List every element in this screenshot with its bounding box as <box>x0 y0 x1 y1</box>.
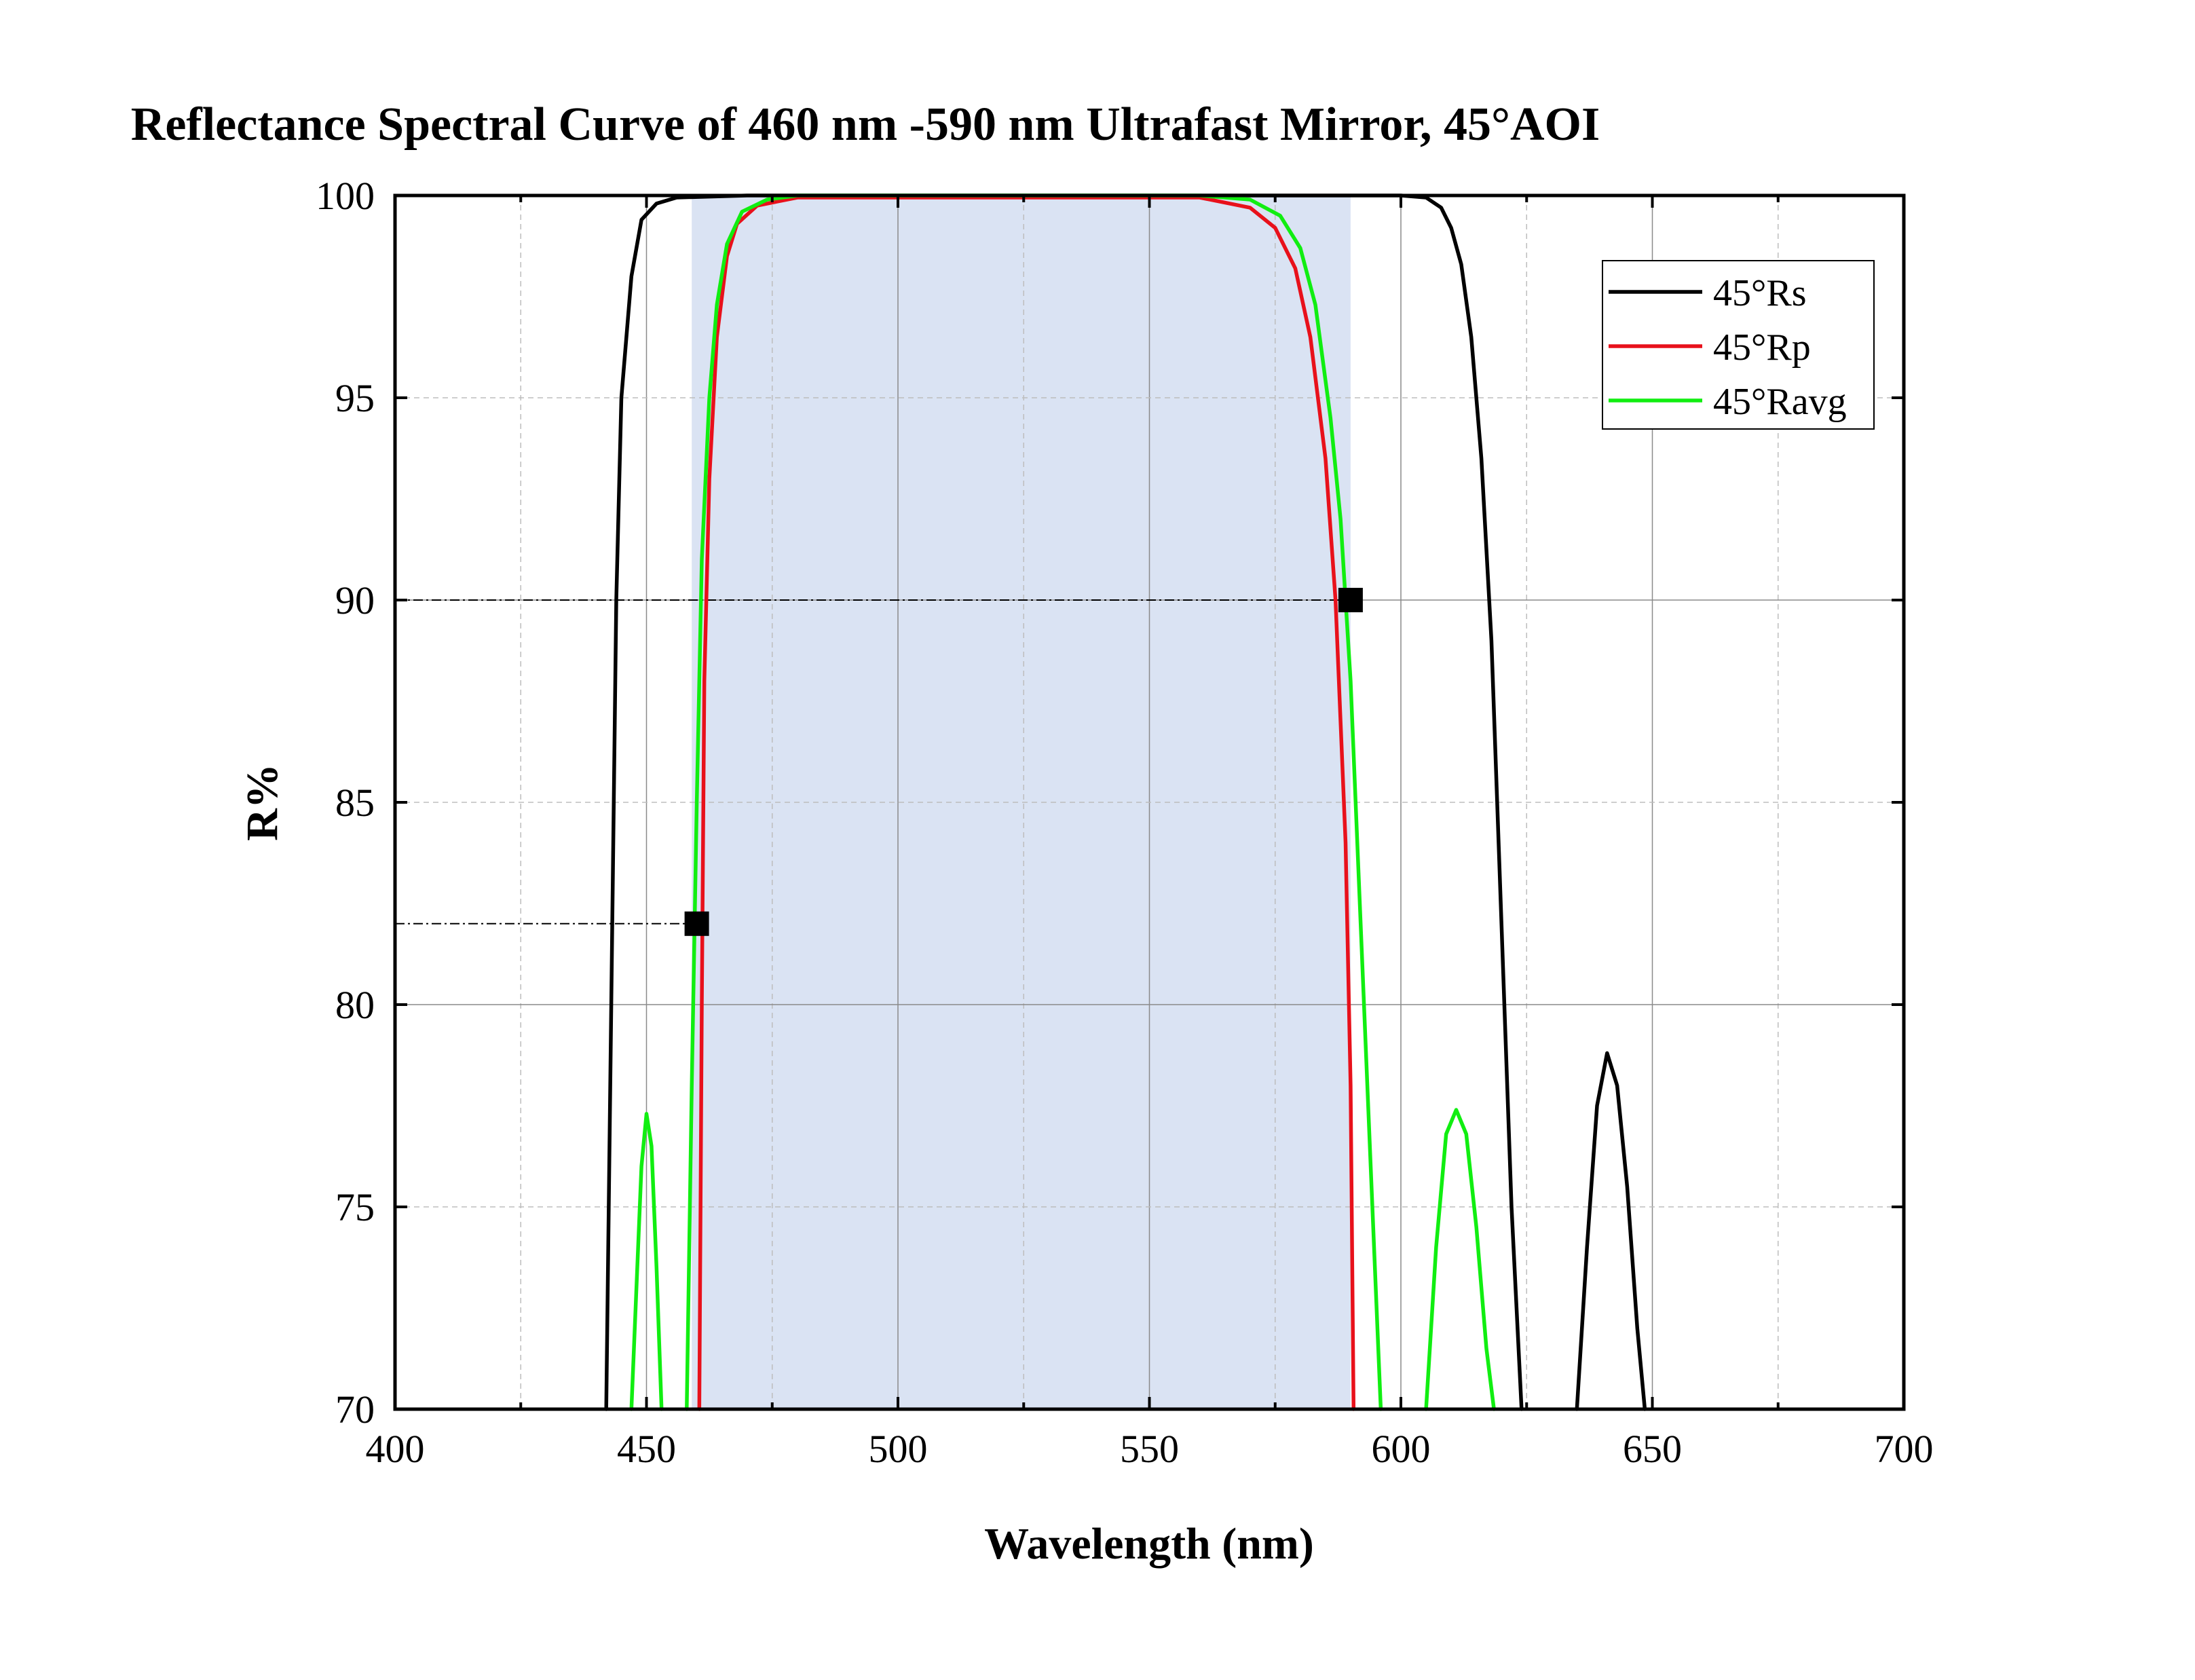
y-axis-label: R% <box>238 764 287 841</box>
axis-ticks <box>394 194 1905 1411</box>
y-tick-label: 80 <box>335 983 375 1027</box>
x-tick-label: 450 <box>617 1427 676 1471</box>
x-tick-label: 700 <box>1875 1427 1934 1471</box>
y-tick-label: 70 <box>335 1387 375 1432</box>
legend-label: 45°Rs <box>1713 272 1807 314</box>
marker-layer <box>684 588 1363 936</box>
data-marker <box>684 911 709 936</box>
legend-items: 45°Rs 45°Rp 45°Ravg <box>1609 272 1847 423</box>
series-line-2-segment-0 <box>629 1112 664 1411</box>
x-axis-label: Wavelength (nm) <box>984 1519 1314 1569</box>
series-line-0-segment-1 <box>1575 1051 1647 1411</box>
x-tick-label: 650 <box>1623 1427 1682 1471</box>
y-tick-label: 100 <box>316 174 375 218</box>
chart-title: Reflectance Spectral Curve of 460 nm -59… <box>131 98 1600 151</box>
x-tick-label: 600 <box>1372 1427 1431 1471</box>
legend-label: 45°Rp <box>1713 326 1811 369</box>
y-tick-label: 95 <box>335 376 375 420</box>
guide-lines <box>395 599 1351 925</box>
x-tick-labels: 400 450 500 550 600 650 700 <box>366 1427 1934 1471</box>
legend-label: 45°Ravg <box>1713 381 1847 423</box>
series-line-2-segment-2 <box>1424 1108 1496 1411</box>
data-marker <box>1338 588 1363 612</box>
y-tick-label: 85 <box>335 781 375 825</box>
x-tick-label: 550 <box>1120 1427 1179 1471</box>
x-tick-label: 500 <box>869 1427 928 1471</box>
x-tick-label: 400 <box>366 1427 425 1471</box>
y-tick-labels: 70 75 80 85 90 95 100 <box>316 174 375 1432</box>
y-tick-label: 90 <box>335 578 375 622</box>
y-tick-label: 75 <box>335 1185 375 1229</box>
series-line-1-segment-0 <box>697 195 1356 1411</box>
legend: 45°Rs 45°Rp 45°Ravg <box>1602 260 1875 430</box>
